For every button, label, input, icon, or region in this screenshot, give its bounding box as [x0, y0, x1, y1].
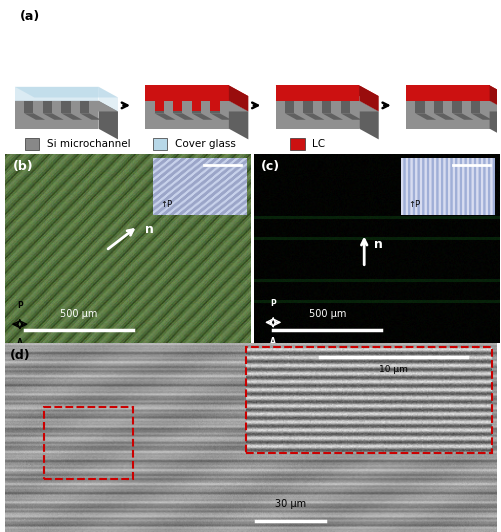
Polygon shape — [275, 86, 359, 101]
Polygon shape — [488, 101, 501, 139]
Text: n: n — [373, 238, 382, 252]
Bar — [290, 138, 305, 150]
Polygon shape — [340, 101, 349, 113]
Polygon shape — [285, 101, 294, 113]
Polygon shape — [359, 101, 378, 139]
Polygon shape — [228, 86, 248, 112]
Polygon shape — [61, 101, 71, 113]
Polygon shape — [303, 101, 312, 113]
Bar — [245, 347, 491, 453]
Text: Cover glass: Cover glass — [174, 139, 235, 149]
Text: Si microchannel: Si microchannel — [47, 139, 130, 149]
Polygon shape — [433, 113, 454, 120]
Polygon shape — [275, 101, 378, 112]
Polygon shape — [154, 113, 175, 120]
Text: P: P — [270, 299, 276, 308]
Polygon shape — [98, 101, 118, 139]
Bar — [152, 138, 167, 150]
Polygon shape — [488, 86, 501, 112]
Polygon shape — [414, 113, 435, 120]
Polygon shape — [322, 113, 342, 120]
Polygon shape — [15, 101, 98, 129]
Polygon shape — [275, 101, 359, 129]
Text: (b): (b) — [13, 160, 33, 173]
Text: A: A — [270, 337, 276, 345]
Polygon shape — [359, 86, 378, 112]
Polygon shape — [154, 101, 163, 111]
Polygon shape — [24, 113, 45, 120]
Polygon shape — [61, 113, 82, 120]
Polygon shape — [173, 101, 182, 111]
Bar — [44, 408, 133, 479]
Polygon shape — [43, 101, 52, 113]
Polygon shape — [210, 113, 231, 120]
Polygon shape — [414, 101, 424, 113]
Text: 500 μm: 500 μm — [60, 309, 97, 319]
Polygon shape — [210, 101, 219, 113]
Polygon shape — [285, 113, 305, 120]
Polygon shape — [145, 86, 228, 101]
Text: LC: LC — [312, 139, 325, 149]
Text: n: n — [145, 223, 154, 236]
Polygon shape — [154, 101, 163, 113]
Text: (d): (d) — [10, 349, 31, 362]
Polygon shape — [470, 113, 491, 120]
Polygon shape — [405, 86, 501, 96]
Bar — [25, 138, 40, 150]
Polygon shape — [405, 101, 488, 129]
Polygon shape — [191, 113, 212, 120]
Polygon shape — [145, 86, 248, 96]
Polygon shape — [451, 113, 472, 120]
Polygon shape — [340, 113, 361, 120]
Polygon shape — [145, 101, 228, 129]
Polygon shape — [322, 101, 331, 113]
Text: A: A — [17, 338, 23, 347]
Polygon shape — [43, 113, 64, 120]
Polygon shape — [15, 101, 118, 112]
Polygon shape — [15, 87, 118, 97]
Text: (c): (c) — [261, 160, 280, 173]
Polygon shape — [405, 101, 501, 112]
Polygon shape — [80, 113, 101, 120]
Polygon shape — [80, 101, 89, 113]
Polygon shape — [470, 101, 479, 113]
Polygon shape — [191, 101, 200, 111]
Polygon shape — [145, 101, 248, 112]
Text: (a): (a) — [20, 10, 40, 23]
Polygon shape — [173, 113, 194, 120]
Polygon shape — [98, 87, 118, 112]
Polygon shape — [303, 113, 324, 120]
Text: 500 μm: 500 μm — [308, 309, 345, 319]
Polygon shape — [15, 87, 98, 101]
Text: P: P — [17, 301, 23, 310]
Polygon shape — [451, 101, 461, 113]
Polygon shape — [405, 86, 488, 101]
Text: 30 μm: 30 μm — [274, 500, 305, 509]
Polygon shape — [275, 86, 378, 96]
Polygon shape — [191, 101, 200, 113]
Polygon shape — [433, 101, 442, 113]
Polygon shape — [24, 101, 34, 113]
Polygon shape — [173, 101, 182, 113]
Polygon shape — [210, 101, 219, 111]
Polygon shape — [228, 101, 248, 139]
